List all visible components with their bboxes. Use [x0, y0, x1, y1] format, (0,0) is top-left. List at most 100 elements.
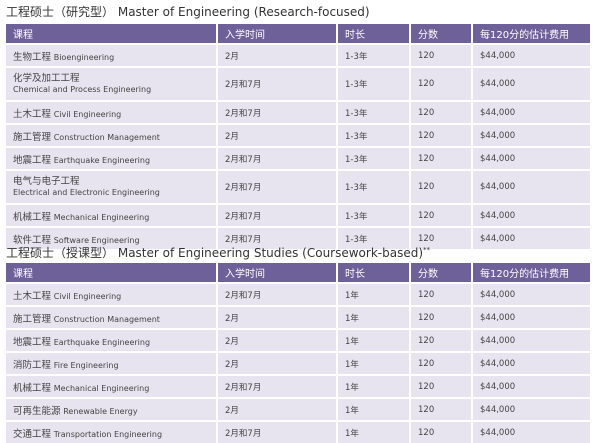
course-name-zh: 电气与电子工程	[13, 176, 80, 187]
duration-cell: 1-3年	[338, 100, 411, 123]
course-name-zh: 土木工程	[13, 108, 52, 120]
course-name-zh: 施工管理	[13, 131, 52, 143]
table-row: 土木工程 Civil Engineering 2月和7月 1-3年 120 $44,00…	[6, 100, 590, 123]
duration-cell: 1-3年	[338, 169, 411, 203]
course-cell: 消防工程 Fire Engineering	[6, 351, 218, 374]
course-name-zh: 生物工程	[13, 51, 52, 63]
header-duration: 时长	[338, 24, 411, 43]
header-fee: 每120分的估计费用	[473, 24, 590, 43]
intake-cell: 2月	[218, 351, 338, 374]
points-cell: 120	[411, 100, 473, 123]
course-name-en: Fire Engineering	[53, 360, 119, 370]
table-row: 化学及加工工程 Chemical and Process Engineering 2…	[6, 66, 590, 100]
intake-cell: 2月	[218, 123, 338, 146]
points-cell: 120	[411, 203, 473, 226]
course-cell: 土木工程 Civil Engineering	[6, 282, 218, 305]
research-title-en: Master of Engineering (Research-focused)	[117, 5, 370, 19]
footnote-mark: **	[423, 246, 431, 254]
table-row: 可再生能源 Renewable Energy 2月 1年 120 $44,000	[6, 397, 590, 420]
course-name-en: Electrical and Electronic Engineering	[13, 188, 160, 197]
coursework-section-title: 工程硕士（授课型） Master of Engineering Studies …	[6, 242, 430, 261]
fee-cell: $44,000	[473, 351, 590, 374]
course-name-zh: 地震工程	[13, 336, 52, 348]
intake-cell: 2月和7月	[218, 169, 338, 203]
table-row: 消防工程 Fire Engineering 2月 1年 120 $44,000	[6, 351, 590, 374]
duration-cell: 1年	[338, 374, 411, 397]
course-cell: 施工管理 Construction Management	[6, 305, 218, 328]
course-name-en: Earthquake Engineering	[53, 155, 151, 165]
coursework-programs-table: 课程 入学时间 时长 分数 每120分的估计费用 土木工程 Civil Engi…	[6, 263, 590, 443]
duration-cell: 1年	[338, 328, 411, 351]
course-cell: 交通工程 Transportation Engineering	[6, 420, 218, 443]
course-name-en: Civil Engineering	[53, 291, 122, 301]
table-row: 电气与电子工程 Electrical and Electronic Enginee…	[6, 169, 590, 203]
course-cell: 机械工程 Mechanical Engineering	[6, 203, 218, 226]
intake-cell: 2月	[218, 305, 338, 328]
course-name-zh: 软件工程	[13, 234, 52, 246]
fee-cell: $44,000	[473, 100, 590, 123]
fee-cell: $44,000	[473, 123, 590, 146]
course-name-zh: 消防工程	[13, 359, 52, 371]
fee-cell: $44,000	[473, 226, 590, 249]
course-cell: 化学及加工工程 Chemical and Process Engineering	[6, 66, 218, 100]
points-cell: 120	[411, 397, 473, 420]
fee-cell: $44,000	[473, 169, 590, 203]
duration-cell: 1年	[338, 305, 411, 328]
fee-cell: $44,000	[473, 203, 590, 226]
header-points: 分数	[411, 263, 473, 282]
coursework-title-en: Master of Engineering Studies (Coursewor…	[117, 246, 424, 260]
fee-cell: $44,000	[473, 305, 590, 328]
course-name-zh: 机械工程	[13, 211, 52, 223]
intake-cell: 2月	[218, 328, 338, 351]
fee-cell: $44,000	[473, 43, 590, 66]
course-name-zh: 施工管理	[13, 313, 52, 325]
course-name-zh: 土木工程	[13, 290, 52, 302]
table-row: 土木工程 Civil Engineering 2月和7月 1年 120 $44,000	[6, 282, 590, 305]
points-cell: 120	[411, 351, 473, 374]
header-intake: 入学时间	[218, 24, 338, 43]
header-duration: 时长	[338, 263, 411, 282]
course-cell: 地震工程 Earthquake Engineering	[6, 146, 218, 169]
table-row: 机械工程 Mechanical Engineering 2月和7月 1年 120 $44…	[6, 374, 590, 397]
points-cell: 120	[411, 226, 473, 249]
course-cell: 土木工程 Civil Engineering	[6, 100, 218, 123]
course-name-en: Software Engineering	[53, 235, 140, 245]
header-intake: 入学时间	[218, 263, 338, 282]
duration-cell: 1-3年	[338, 146, 411, 169]
research-section-title: 工程硕士（研究型） Master of Engineering (Researc…	[6, 4, 370, 20]
course-cell: 施工管理 Construction Management	[6, 123, 218, 146]
fee-cell: $44,000	[473, 282, 590, 305]
table-row: 软件工程 Software Engineering 2月和7月 1-3年 120 $44…	[6, 226, 590, 249]
points-cell: 120	[411, 66, 473, 100]
fee-cell: $44,000	[473, 420, 590, 443]
course-cell: 软件工程 Software Engineering	[6, 226, 218, 249]
course-name-en: Civil Engineering	[53, 109, 122, 119]
research-title-zh: 工程硕士（研究型）	[6, 5, 115, 19]
points-cell: 120	[411, 420, 473, 443]
table-row: 生物工程 Bioengineering 2月 1-3年 120 $44,000	[6, 43, 590, 66]
table-header-row: 课程 入学时间 时长 分数 每120分的估计费用	[6, 24, 590, 43]
points-cell: 120	[411, 169, 473, 203]
page: 工程硕士（研究型） Master of Engineering (Researc…	[6, 4, 590, 443]
points-cell: 120	[411, 374, 473, 397]
course-name-zh: 交通工程	[13, 428, 52, 440]
course-name-zh: 可再生能源	[13, 405, 61, 417]
table-row: 交通工程 Transportation Engineering 2月和7月 1年 12…	[6, 420, 590, 443]
course-cell: 生物工程 Bioengineering	[6, 43, 218, 66]
course-name-en: Bioengineering	[53, 52, 115, 62]
points-cell: 120	[411, 146, 473, 169]
course-name-zh: 化学及加工工程	[13, 73, 80, 84]
course-name-zh: 地震工程	[13, 154, 52, 166]
intake-cell: 2月和7月	[218, 146, 338, 169]
intake-cell: 2月和7月	[218, 282, 338, 305]
fee-cell: $44,000	[473, 328, 590, 351]
fee-cell: $44,000	[473, 397, 590, 420]
points-cell: 120	[411, 282, 473, 305]
research-programs-table: 课程 入学时间 时长 分数 每120分的估计费用 生物工程 Bioenginee…	[6, 24, 590, 249]
course-name-zh: 机械工程	[13, 382, 52, 394]
header-fee: 每120分的估计费用	[473, 263, 590, 282]
fee-cell: $44,000	[473, 66, 590, 100]
table-row: 地震工程 Earthquake Engineering 2月 1年 120 $44,00…	[6, 328, 590, 351]
course-name-en: Renewable Energy	[63, 406, 138, 416]
table-row: 施工管理 Construction Management 2月 1-3年 120 $44…	[6, 123, 590, 146]
